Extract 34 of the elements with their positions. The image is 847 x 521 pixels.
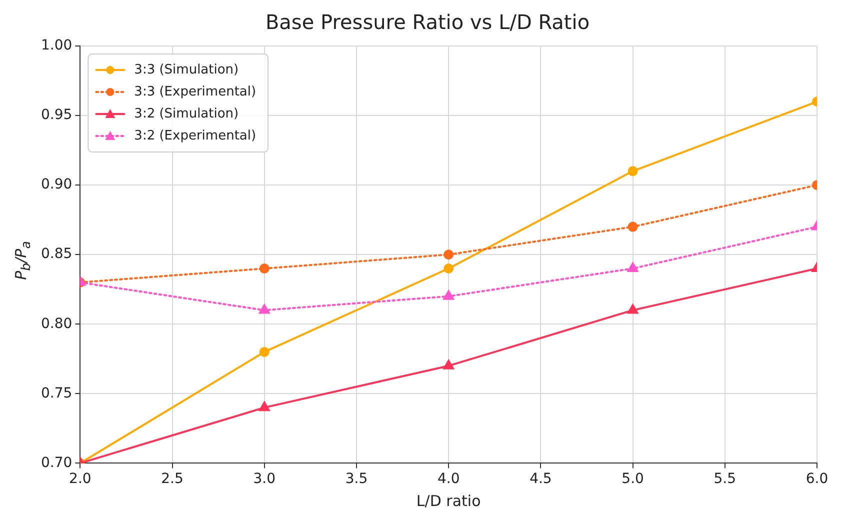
y-tick-label: 0.70 — [41, 454, 72, 471]
legend-label: 3:2 (Experimental) — [134, 128, 256, 144]
y-tick-label: 0.95 — [41, 107, 72, 124]
x-tick-label: 5.5 — [714, 471, 736, 488]
point — [628, 166, 638, 176]
point — [444, 264, 454, 274]
point — [628, 222, 638, 232]
x-tick-label: 2.5 — [161, 471, 184, 488]
point — [443, 360, 454, 370]
y-tick-label: 0.90 — [41, 176, 72, 193]
y-tick-label: 1.00 — [41, 38, 72, 54]
point — [259, 304, 270, 314]
x-axis-title: L/D ratio — [416, 492, 481, 510]
legend-label: 3:3 (Simulation) — [134, 62, 239, 78]
point — [443, 290, 454, 300]
point — [259, 346, 270, 357]
x-tick-label: 6.0 — [806, 471, 828, 488]
x-tick-label: 2.0 — [69, 471, 92, 488]
point — [444, 250, 454, 260]
point — [627, 304, 638, 314]
x-tick-label: 3.5 — [345, 471, 368, 488]
x-tick-label: 4.0 — [437, 471, 460, 488]
x-tick-label: 3.0 — [253, 471, 276, 488]
point — [259, 402, 270, 412]
x-tick-label: 4.5 — [530, 471, 552, 488]
y-tick-label: 0.80 — [41, 316, 72, 332]
y-tick-label: 0.85 — [41, 246, 72, 262]
y-tick-label: 0.75 — [41, 385, 72, 402]
legend-label: 3:3 (Experimental) — [134, 84, 256, 100]
point — [627, 262, 638, 272]
legend-label: 3:2 (Simulation) — [134, 106, 239, 122]
point — [259, 264, 270, 274]
x-tick-label: 5.0 — [622, 471, 644, 488]
chart-title: Base Pressure Ratio vs L/D Ratio — [265, 10, 590, 34]
